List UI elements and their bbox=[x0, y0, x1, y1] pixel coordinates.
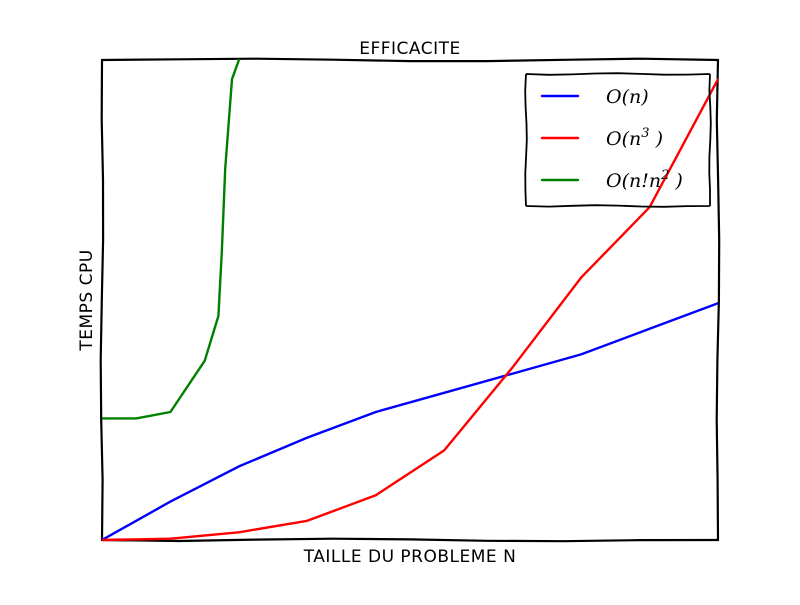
axes-layer bbox=[99, 57, 721, 543]
plot-frame-bottom bbox=[100, 537, 720, 543]
plot-frame-right bbox=[715, 58, 721, 542]
legend-label-2: O(n3 ) bbox=[606, 126, 663, 150]
legend-box bbox=[524, 72, 712, 208]
series-layer bbox=[102, 58, 718, 542]
series-line-1 bbox=[102, 302, 718, 542]
y-axis-label: TEMPS CPU bbox=[77, 249, 97, 351]
legend-label-1: O(n) bbox=[606, 86, 649, 108]
plot-frame-left bbox=[99, 58, 105, 542]
series-line-3 bbox=[102, 58, 241, 420]
series-line-2 bbox=[102, 78, 718, 542]
plot-frame-top bbox=[100, 57, 720, 63]
x-axis-label: TAILLE DU PROBLEME N bbox=[303, 547, 517, 567]
legend-label-3: O(n!n2 ) bbox=[606, 168, 683, 192]
chart-title: EFFICACITE bbox=[359, 39, 461, 59]
legend: O(n) O(n3 ) O(n!n2 ) bbox=[524, 72, 712, 208]
